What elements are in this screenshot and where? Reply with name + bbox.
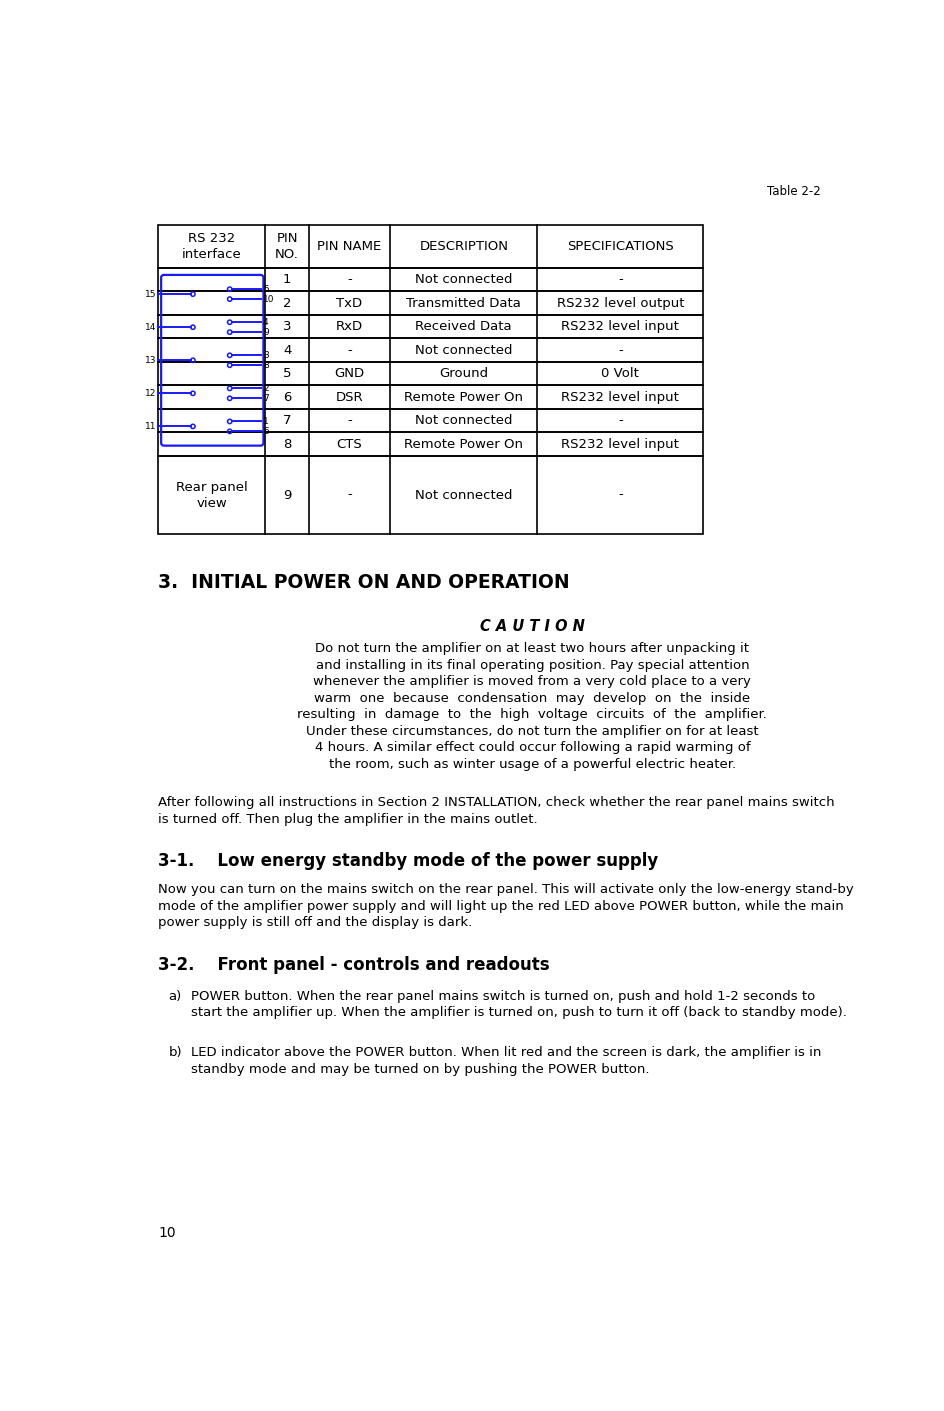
Bar [159, 361, 702, 385]
Text: CTS: CTS [336, 437, 362, 450]
Text: RS232 level input: RS232 level input [561, 320, 679, 333]
Text: 3-1.    Low energy standby mode of the power supply: 3-1. Low energy standby mode of the powe… [159, 852, 658, 871]
Text: -: - [617, 274, 622, 286]
Text: Not connected: Not connected [414, 274, 512, 286]
Text: 5: 5 [262, 285, 268, 293]
Text: -: - [346, 274, 351, 286]
Text: Under these circumstances, do not turn the amplifier on for at least: Under these circumstances, do not turn t… [306, 725, 758, 738]
Text: mode of the amplifier power supply and will light up the red LED above POWER but: mode of the amplifier power supply and w… [159, 900, 843, 913]
Text: Received Data: Received Data [415, 320, 512, 333]
Text: RS232 level output: RS232 level output [556, 296, 683, 309]
Text: PIN NAME: PIN NAME [317, 240, 381, 253]
Text: the room, such as winter usage of a powerful electric heater.: the room, such as winter usage of a powe… [329, 758, 735, 770]
Text: SPECIFICATIONS: SPECIFICATIONS [566, 240, 673, 253]
Text: After following all instructions in Section 2 INSTALLATION, check whether the re: After following all instructions in Sect… [159, 796, 834, 809]
Text: a): a) [168, 989, 181, 1003]
Text: DESCRIPTION: DESCRIPTION [419, 240, 508, 253]
Bar [159, 315, 702, 339]
Text: 3-2.    Front panel - controls and readouts: 3-2. Front panel - controls and readouts [159, 955, 549, 974]
Text: -: - [346, 413, 351, 428]
Text: DSR: DSR [335, 391, 362, 404]
Text: -: - [346, 488, 351, 501]
Bar [159, 291, 702, 315]
Text: Now you can turn on the mains switch on the rear panel. This will activate only : Now you can turn on the mains switch on … [159, 883, 853, 896]
Bar [159, 268, 702, 291]
Text: 1: 1 [282, 274, 291, 286]
Text: 2: 2 [262, 384, 268, 392]
Text: 7: 7 [262, 394, 268, 402]
Bar [159, 385, 702, 409]
Text: 4: 4 [262, 317, 268, 327]
Text: Not connected: Not connected [414, 413, 512, 428]
Text: GND: GND [334, 367, 364, 380]
Text: RS232 level input: RS232 level input [561, 391, 679, 404]
Text: Remote Power On: Remote Power On [404, 437, 523, 450]
Text: LED indicator above the POWER button. When lit red and the screen is dark, the a: LED indicator above the POWER button. Wh… [191, 1046, 820, 1060]
Text: 6: 6 [282, 391, 291, 404]
Text: 15: 15 [144, 289, 156, 299]
Text: -: - [346, 343, 351, 357]
Text: Rear panel
view: Rear panel view [176, 481, 247, 509]
Text: resulting  in  damage  to  the  high  voltage  circuits  of  the  amplifier.: resulting in damage to the high voltage … [297, 708, 767, 721]
Text: RxD: RxD [335, 320, 362, 333]
Text: 11: 11 [144, 422, 156, 430]
Text: -: - [617, 343, 622, 357]
Text: 3: 3 [262, 351, 268, 360]
Text: b): b) [168, 1046, 182, 1060]
Text: 12: 12 [144, 389, 156, 398]
Text: Do not turn the amplifier on at least two hours after unpacking it: Do not turn the amplifier on at least tw… [315, 642, 749, 655]
Text: 2: 2 [282, 296, 291, 309]
Text: -: - [617, 413, 622, 428]
Text: 8: 8 [262, 361, 268, 370]
Text: Table 2-2: Table 2-2 [767, 185, 820, 198]
Bar [159, 339, 702, 361]
Text: and installing in its final operating position. Pay special attention: and installing in its final operating po… [315, 659, 749, 672]
Text: 14: 14 [144, 323, 156, 332]
Text: 4 hours. A similar effect could occur following a rapid warming of: 4 hours. A similar effect could occur fo… [314, 741, 750, 755]
Bar [159, 432, 702, 456]
Text: warm  one  because  condensation  may  develop  on  the  inside: warm one because condensation may develo… [314, 691, 750, 704]
Text: is turned off. Then plug the amplifier in the mains outlet.: is turned off. Then plug the amplifier i… [159, 813, 537, 825]
Text: 7: 7 [282, 413, 291, 428]
Text: 6: 6 [262, 428, 268, 436]
Text: 3: 3 [282, 320, 291, 333]
Text: 9: 9 [262, 327, 268, 337]
Text: 3.  INITIAL POWER ON AND OPERATION: 3. INITIAL POWER ON AND OPERATION [159, 573, 569, 591]
Text: 8: 8 [282, 437, 291, 450]
Text: RS232 level input: RS232 level input [561, 437, 679, 450]
Text: 0 Volt: 0 Volt [600, 367, 638, 380]
Text: POWER button. When the rear panel mains switch is turned on, push and hold 1-2 s: POWER button. When the rear panel mains … [191, 989, 815, 1003]
Text: Remote Power On: Remote Power On [404, 391, 523, 404]
Text: 13: 13 [144, 356, 156, 365]
Text: whenever the amplifier is moved from a very cold place to a very: whenever the amplifier is moved from a v… [313, 676, 750, 689]
Text: power supply is still off and the display is dark.: power supply is still off and the displa… [159, 916, 472, 930]
Text: Not connected: Not connected [414, 488, 512, 501]
Bar [159, 224, 702, 268]
Text: 1: 1 [262, 418, 268, 426]
Text: Ground: Ground [439, 367, 488, 380]
Bar [159, 409, 702, 432]
Text: 4: 4 [282, 343, 291, 357]
Text: standby mode and may be turned on by pushing the POWER button.: standby mode and may be turned on by pus… [191, 1062, 649, 1075]
Text: 10: 10 [262, 295, 275, 303]
Text: 5: 5 [282, 367, 291, 380]
Text: 9: 9 [282, 488, 291, 501]
Text: TxD: TxD [336, 296, 362, 309]
Text: start the amplifier up. When the amplifier is turned on, push to turn it off (ba: start the amplifier up. When the amplifi… [191, 1006, 846, 1019]
Text: Not connected: Not connected [414, 343, 512, 357]
Text: -: - [617, 488, 622, 501]
Text: PIN
NO.: PIN NO. [275, 231, 298, 261]
Text: C A U T I O N: C A U T I O N [480, 619, 584, 634]
Bar [159, 456, 702, 535]
Text: RS 232
interface: RS 232 interface [182, 231, 242, 261]
Text: 10: 10 [159, 1226, 176, 1240]
Text: Transmitted Data: Transmitted Data [406, 296, 521, 309]
